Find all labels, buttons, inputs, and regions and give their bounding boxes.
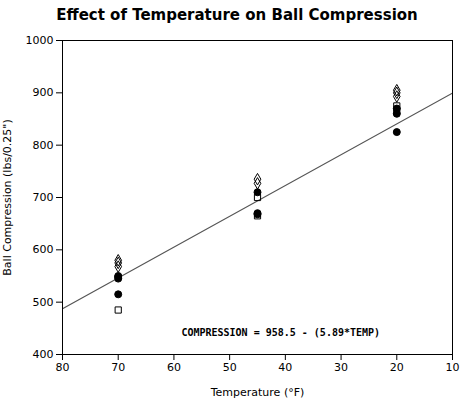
svg-text:700: 700 (33, 191, 54, 204)
svg-text:900: 900 (33, 86, 54, 99)
svg-text:COMPRESSION = 958.5 - (5.89*TE: COMPRESSION = 958.5 - (5.89*TEMP) (181, 327, 380, 338)
svg-text:1000: 1000 (26, 34, 54, 47)
svg-text:10: 10 (446, 361, 460, 374)
svg-text:600: 600 (33, 243, 54, 256)
svg-text:40: 40 (278, 361, 292, 374)
svg-text:80: 80 (56, 361, 70, 374)
svg-text:Temperature (°F): Temperature (°F) (210, 386, 305, 399)
html-text:Effect of Temperature on Ball: Effect of Temperature on Ball Compressio… (56, 6, 418, 24)
svg-text:500: 500 (33, 296, 54, 309)
svg-text:800: 800 (33, 139, 54, 152)
svg-text:60: 60 (167, 361, 181, 374)
svg-text:50: 50 (223, 361, 237, 374)
svg-text:400: 400 (33, 348, 54, 361)
svg-text:Ball Compression (lbs/0.25"): Ball Compression (lbs/0.25") (1, 119, 14, 275)
svg-text:70: 70 (111, 361, 125, 374)
svg-text:30: 30 (334, 361, 348, 374)
svg-text:20: 20 (390, 361, 404, 374)
